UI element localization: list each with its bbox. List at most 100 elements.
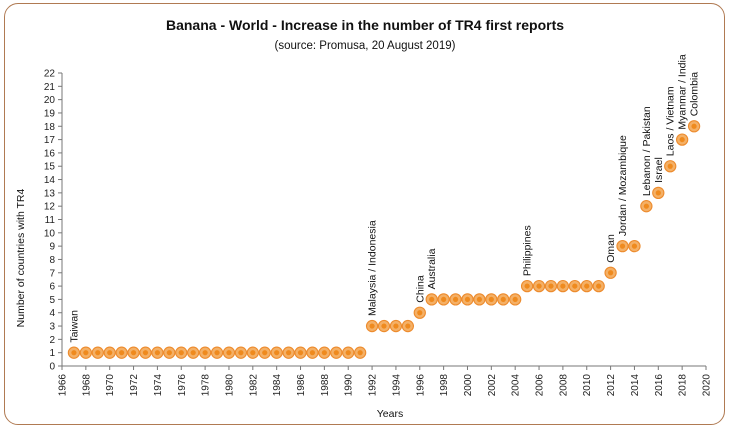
y-tick-label: 22: [44, 69, 56, 80]
data-point: [330, 346, 343, 359]
data-point: [67, 346, 81, 359]
data-point-center: [452, 296, 459, 303]
data-point: [139, 346, 152, 359]
data-point: [509, 293, 522, 306]
data-point: [544, 279, 558, 293]
data-point: [127, 346, 140, 359]
data-point: [353, 346, 367, 359]
data-point-center: [619, 243, 626, 249]
data-point: [115, 346, 128, 359]
x-tick-label: 1978: [201, 374, 212, 397]
data-point: [664, 160, 677, 173]
x-tick-label: 2014: [630, 374, 641, 397]
data-point: [520, 279, 534, 293]
data-point-center: [226, 350, 232, 356]
annotation-label: Malaysia / Indonesia: [367, 220, 379, 316]
data-point-center: [393, 323, 399, 329]
x-tick-label: 1976: [177, 374, 188, 397]
data-point: [401, 319, 415, 333]
x-tick-label: 2020: [702, 374, 713, 397]
data-point-center: [238, 350, 244, 356]
data-point-center: [607, 270, 614, 276]
data-point-center: [500, 296, 506, 303]
x-tick-label: 1994: [391, 374, 402, 397]
y-tick-label: 15: [44, 162, 56, 173]
data-point: [79, 346, 93, 359]
data-point-center: [83, 350, 89, 356]
x-tick-label: 1990: [344, 374, 355, 397]
data-point-center: [679, 136, 685, 143]
data-point: [258, 346, 271, 359]
data-point: [532, 279, 546, 293]
data-point-center: [584, 283, 590, 289]
annotation-label: Philippines: [522, 225, 534, 276]
data-point: [246, 346, 259, 359]
x-tick-label: 1968: [81, 374, 92, 397]
data-point-center: [572, 283, 578, 289]
data-point-center: [333, 350, 339, 356]
data-point-center: [166, 350, 172, 356]
y-tick-label: 9: [49, 242, 55, 253]
data-point-center: [262, 350, 268, 356]
annotation-label: Jordan / Mozambique: [617, 135, 629, 236]
data-point-center: [596, 283, 602, 289]
data-point: [580, 279, 593, 293]
data-point-center: [274, 350, 280, 356]
x-tick-label: 2018: [678, 374, 689, 397]
data-point-center: [142, 350, 149, 356]
data-point: [306, 346, 319, 359]
data-point-center: [345, 350, 351, 356]
chart-title: Banana - World - Increase in the number …: [166, 17, 564, 33]
x-tick-label: 1998: [439, 374, 450, 397]
data-point: [389, 319, 403, 333]
annotation-label: Australia: [426, 248, 438, 289]
data-point: [222, 346, 236, 359]
data-point-center: [130, 350, 137, 356]
data-point: [282, 346, 295, 359]
data-point: [151, 346, 164, 359]
x-tick-label: 2002: [487, 374, 498, 397]
y-axis-label: Number of countries with TR4: [15, 188, 27, 327]
data-point-center: [429, 296, 435, 303]
data-point: [473, 293, 486, 306]
y-tick-label: 5: [49, 295, 55, 306]
x-tick-label: 2008: [558, 374, 569, 397]
data-point: [604, 266, 617, 279]
data-point-center: [643, 203, 649, 209]
data-point-center: [464, 296, 471, 303]
data-point: [91, 346, 104, 359]
y-tick-label: 7: [49, 268, 55, 279]
data-point: [413, 306, 426, 319]
data-point: [103, 346, 116, 359]
annotation-label: Myanmar / India: [677, 54, 689, 129]
y-tick-label: 16: [44, 148, 56, 159]
data-point: [461, 293, 474, 306]
data-point-center: [178, 350, 184, 356]
data-point-center: [202, 350, 208, 356]
data-point: [592, 279, 605, 293]
y-tick-label: 4: [49, 308, 55, 319]
data-point-center: [476, 296, 483, 303]
data-point-center: [441, 296, 447, 303]
data-point: [318, 346, 331, 359]
x-tick-label: 1972: [129, 374, 140, 397]
x-tick-label: 1986: [296, 374, 307, 397]
annotation-label: Taiwan: [68, 310, 80, 343]
data-point-center: [691, 123, 697, 129]
data-point-center: [548, 283, 554, 289]
data-point: [640, 200, 653, 213]
y-tick-label: 11: [45, 215, 56, 226]
data-point: [652, 186, 665, 200]
data-point: [437, 293, 450, 306]
data-point: [687, 120, 701, 133]
x-tick-label: 1996: [415, 374, 426, 397]
data-point-center: [369, 323, 375, 329]
data-point-center: [214, 350, 220, 356]
data-point: [175, 346, 188, 359]
data-point-center: [357, 350, 363, 356]
x-tick-label: 1992: [368, 374, 379, 397]
data-point: [628, 239, 641, 253]
data-point: [616, 239, 629, 253]
data-point-center: [250, 350, 256, 356]
x-tick-label: 1988: [320, 374, 331, 397]
